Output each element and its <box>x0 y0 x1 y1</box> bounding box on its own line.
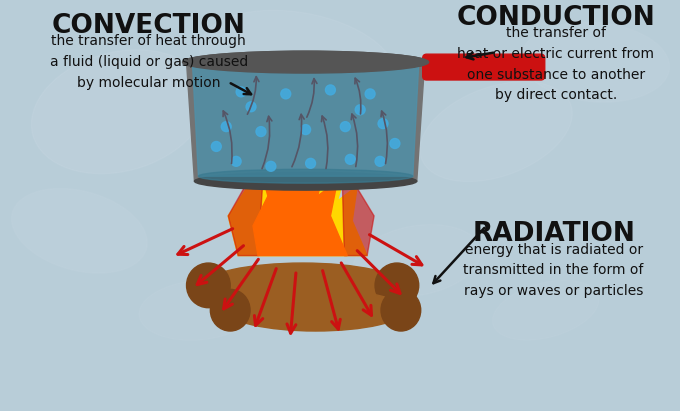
Circle shape <box>305 158 316 168</box>
Circle shape <box>231 156 241 166</box>
Polygon shape <box>228 117 367 256</box>
Ellipse shape <box>31 50 207 174</box>
Ellipse shape <box>139 280 258 340</box>
Circle shape <box>221 122 231 132</box>
Text: CONDUCTION: CONDUCTION <box>456 5 655 30</box>
Text: RADIATION: RADIATION <box>472 221 635 247</box>
Ellipse shape <box>199 10 396 114</box>
Circle shape <box>246 102 256 112</box>
Text: the transfer of heat through
a fluid (liquid or gas) caused
by molecular motion: the transfer of heat through a fluid (li… <box>50 35 248 90</box>
Ellipse shape <box>492 280 599 340</box>
Ellipse shape <box>226 289 405 331</box>
Polygon shape <box>253 141 347 256</box>
FancyBboxPatch shape <box>423 54 545 80</box>
Ellipse shape <box>186 263 231 308</box>
Polygon shape <box>192 64 419 176</box>
Ellipse shape <box>420 82 573 182</box>
Ellipse shape <box>353 224 481 297</box>
Circle shape <box>365 89 375 99</box>
Ellipse shape <box>210 289 250 331</box>
Circle shape <box>211 141 221 151</box>
Ellipse shape <box>12 189 148 273</box>
Polygon shape <box>342 168 374 256</box>
Ellipse shape <box>375 263 419 308</box>
Text: CONVECTION: CONVECTION <box>52 12 245 39</box>
Circle shape <box>378 119 388 129</box>
Circle shape <box>326 85 335 95</box>
Circle shape <box>301 125 311 134</box>
Text: energy that is radiated or
transmitted in the form of
rays or waves or particles: energy that is radiated or transmitted i… <box>464 243 644 298</box>
Circle shape <box>281 89 291 99</box>
Circle shape <box>340 122 350 132</box>
Ellipse shape <box>192 56 419 72</box>
Circle shape <box>256 127 266 136</box>
Polygon shape <box>228 136 265 256</box>
Text: the transfer of
heat or electric current from
one substance to another
by direct: the transfer of heat or electric current… <box>457 26 654 102</box>
Circle shape <box>345 155 355 164</box>
Circle shape <box>355 105 365 115</box>
Ellipse shape <box>182 51 428 73</box>
Ellipse shape <box>194 172 417 190</box>
Circle shape <box>375 156 385 166</box>
Ellipse shape <box>521 22 670 102</box>
Circle shape <box>390 139 400 148</box>
Ellipse shape <box>199 169 413 183</box>
Ellipse shape <box>182 51 428 73</box>
Ellipse shape <box>203 263 402 308</box>
Circle shape <box>236 87 246 97</box>
Polygon shape <box>186 62 425 181</box>
Circle shape <box>266 162 276 171</box>
Ellipse shape <box>381 289 421 331</box>
